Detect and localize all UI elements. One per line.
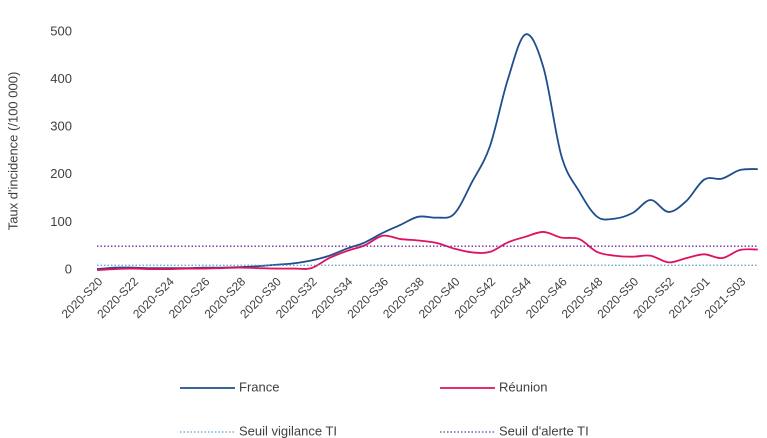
y-tick-label: 100 [50,214,72,229]
legend-label: France [239,379,279,394]
y-tick-label: 400 [50,71,72,86]
legend-label: Seuil d'alerte TI [499,423,589,438]
y-tick-label: 200 [50,166,72,181]
y-axis-label: Taux d'incidence (/100 000) [5,72,20,231]
legend-label: Seuil vigilance TI [239,423,337,438]
series-line [96,33,758,270]
series-line [96,231,758,271]
y-tick-label: 500 [50,23,72,38]
y-tick-label: 0 [65,261,72,276]
legend-label: Réunion [499,379,547,394]
y-tick-label: 300 [50,119,72,134]
